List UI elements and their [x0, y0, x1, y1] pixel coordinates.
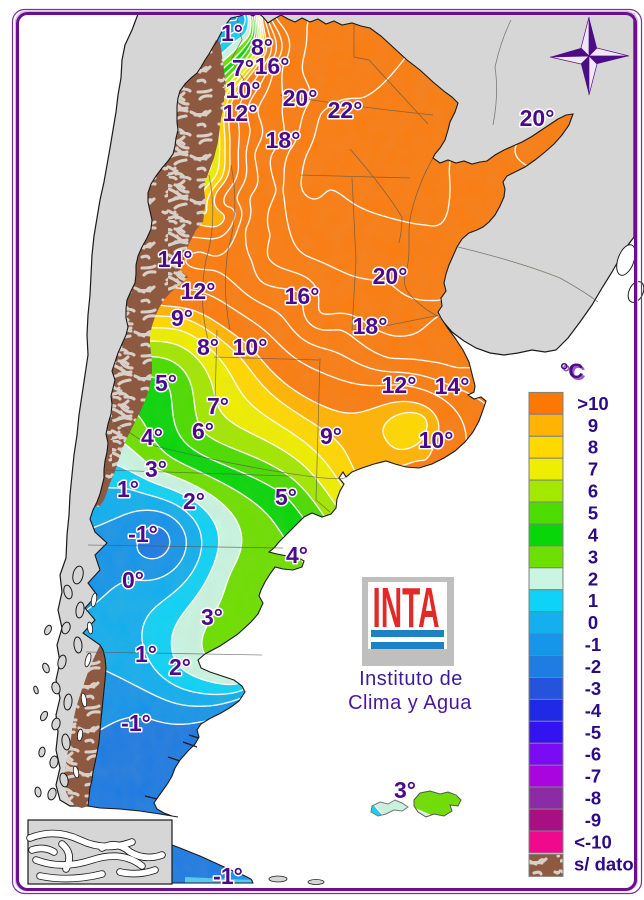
- svg-text:20°: 20°: [283, 85, 318, 111]
- svg-text:-6: -6: [585, 744, 601, 765]
- svg-text:5°: 5°: [155, 370, 177, 396]
- svg-text:-1°: -1°: [213, 863, 243, 889]
- svg-text:3°: 3°: [145, 456, 167, 482]
- svg-text:4°: 4°: [141, 424, 163, 450]
- svg-text:14°: 14°: [435, 373, 470, 399]
- svg-text:0°: 0°: [122, 567, 144, 593]
- svg-text:10°: 10°: [419, 427, 454, 453]
- svg-text:s/ dato: s/ dato: [574, 853, 634, 874]
- svg-text:6: 6: [588, 481, 598, 502]
- svg-text:8°: 8°: [251, 34, 273, 60]
- svg-text:-1: -1: [585, 634, 601, 655]
- svg-text:-2: -2: [585, 656, 601, 677]
- svg-text:1°: 1°: [221, 20, 243, 46]
- svg-text:22°: 22°: [328, 97, 363, 123]
- svg-text:2°: 2°: [183, 488, 205, 514]
- svg-text:7°: 7°: [207, 393, 229, 419]
- svg-text:5°: 5°: [275, 484, 297, 510]
- svg-text:-7: -7: [585, 766, 601, 787]
- svg-text:18°: 18°: [266, 127, 301, 153]
- svg-text:18°: 18°: [353, 313, 388, 339]
- svg-text:1°: 1°: [135, 641, 157, 667]
- svg-text:-1°: -1°: [121, 710, 151, 736]
- svg-text:8°: 8°: [197, 334, 219, 360]
- svg-text:1: 1: [588, 590, 598, 611]
- svg-text:16°: 16°: [285, 283, 320, 309]
- svg-text:0: 0: [588, 612, 598, 633]
- svg-text:1°: 1°: [117, 476, 139, 502]
- svg-text:-8: -8: [585, 788, 601, 809]
- svg-text:-9: -9: [585, 810, 601, 831]
- svg-text:5: 5: [588, 503, 598, 524]
- svg-text:9: 9: [588, 415, 598, 436]
- svg-text:3: 3: [588, 546, 598, 567]
- svg-text:12°: 12°: [382, 372, 417, 398]
- svg-text:-5: -5: [585, 722, 601, 743]
- svg-text:12°: 12°: [181, 278, 216, 304]
- svg-text:9°: 9°: [320, 423, 342, 449]
- svg-text:6°: 6°: [192, 418, 214, 444]
- svg-text:2: 2: [588, 568, 598, 589]
- svg-text:>10: >10: [577, 393, 608, 414]
- svg-text:10°: 10°: [226, 77, 261, 103]
- svg-text:7°: 7°: [232, 55, 254, 81]
- svg-text:10°: 10°: [233, 334, 268, 360]
- svg-text:3°: 3°: [394, 777, 416, 803]
- svg-text:8: 8: [588, 437, 598, 458]
- svg-text:<-10: <-10: [574, 832, 612, 853]
- svg-text:14°: 14°: [158, 246, 193, 272]
- svg-text:°C: °C: [562, 362, 586, 385]
- svg-text:INTA: INTA: [373, 576, 440, 640]
- svg-text:-4: -4: [585, 700, 602, 721]
- svg-text:°C: °C: [560, 360, 584, 383]
- svg-text:-3: -3: [585, 678, 601, 699]
- svg-text:Clima y Agua: Clima y Agua: [348, 692, 472, 714]
- svg-text:4: 4: [588, 524, 599, 545]
- svg-text:12°: 12°: [223, 100, 258, 126]
- svg-text:20°: 20°: [373, 263, 408, 289]
- svg-text:2°: 2°: [169, 654, 191, 680]
- svg-text:-1°: -1°: [128, 521, 158, 547]
- svg-text:Instituto de: Instituto de: [359, 668, 463, 690]
- svg-text:16°: 16°: [255, 53, 290, 79]
- svg-text:7: 7: [588, 459, 598, 480]
- svg-text:20°: 20°: [520, 105, 555, 131]
- svg-text:4°: 4°: [286, 542, 308, 568]
- svg-text:3°: 3°: [201, 604, 223, 630]
- svg-text:9°: 9°: [171, 305, 193, 331]
